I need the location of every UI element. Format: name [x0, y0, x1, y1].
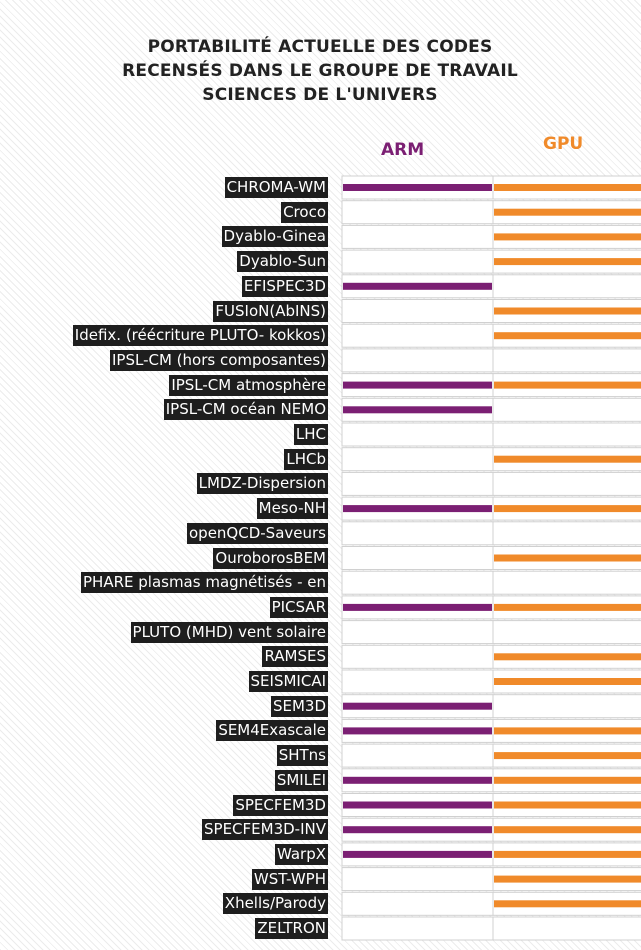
cell-arm-ouroborosbem [342, 547, 493, 570]
bar-arm-chroma-wm [343, 184, 492, 191]
bar-gpu-smilei [494, 777, 641, 784]
cell-arm-wst-wph [342, 868, 493, 891]
cell-arm-lhc [342, 423, 493, 446]
row-label-phare-plasmas-magn-tis-s-en: PHARE plasmas magnétisés - en [81, 572, 328, 593]
row-label-openqcd-saveurs: openQCD-Saveurs [187, 523, 328, 544]
cell-gpu-openqcd-saveurs [493, 522, 641, 545]
cell-arm-xhells-parody [342, 892, 493, 915]
bar-gpu-xhells-parody [494, 900, 641, 907]
bar-arm-picsar [343, 604, 492, 611]
bar-arm-ipsl-cm-atmosph-re [343, 382, 492, 389]
cell-gpu-pluto-mhd-vent-solaire [493, 621, 641, 644]
cell-arm-shtns [342, 744, 493, 767]
cell-arm-lmdz-dispersion [342, 472, 493, 495]
row-label-lmdz-dispersion: LMDZ-Dispersion [197, 473, 328, 494]
row-label-shtns: SHTns [277, 745, 328, 766]
bar-gpu-chroma-wm [494, 184, 641, 191]
bar-gpu-ramses [494, 653, 641, 660]
row-label-chroma-wm: CHROMA-WM [225, 177, 328, 198]
row-label-pluto-mhd-vent-solaire: PLUTO (MHD) vent solaire [131, 622, 328, 643]
row-label-lhc: LHC [294, 424, 328, 445]
bar-gpu-meso-nh [494, 505, 641, 512]
row-label-seismicai: SEISMICAI [249, 671, 328, 692]
bar-arm-ipsl-cm-oc-an-nemo [343, 406, 492, 413]
row-label-warpx: WarpX [275, 844, 328, 865]
row-label-fusion-abins: FUSIoN(AbINS) [213, 301, 328, 322]
bar-arm-sem4exascale [343, 727, 492, 734]
bar-arm-meso-nh [343, 505, 492, 512]
row-label-xhells-parody: Xhells/Parody [223, 893, 328, 914]
bar-arm-specfem3d-inv [343, 826, 492, 833]
bar-arm-warpx [343, 851, 492, 858]
cell-arm-dyablo-sun [342, 250, 493, 273]
row-label-smilei: SMILEI [275, 770, 328, 791]
bar-gpu-shtns [494, 752, 641, 759]
bar-arm-sem3d [343, 703, 492, 710]
cell-arm-zeltron [342, 917, 493, 940]
bar-gpu-ouroborosbem [494, 555, 641, 562]
row-label-sem4exascale: SEM4Exascale [216, 720, 328, 741]
row-label-ipsl-cm-atmosph-re: IPSL-CM atmosphère [169, 375, 328, 396]
cell-arm-ramses [342, 645, 493, 668]
cell-arm-seismicai [342, 670, 493, 693]
cell-gpu-ipsl-cm-oc-an-nemo [493, 398, 641, 421]
bar-gpu-dyablo-sun [494, 258, 641, 265]
cell-arm-dyablo-ginea [342, 225, 493, 248]
cell-gpu-efispec3d [493, 275, 641, 298]
bar-gpu-specfem3d [494, 802, 641, 809]
row-label-lhcb: LHCb [284, 449, 328, 470]
row-label-ramses: RAMSES [262, 646, 328, 667]
row-label-wst-wph: WST-WPH [252, 869, 328, 890]
cell-gpu-lhc [493, 423, 641, 446]
bar-gpu-seismicai [494, 678, 641, 685]
cell-arm-pluto-mhd-vent-solaire [342, 621, 493, 644]
cell-gpu-zeltron [493, 917, 641, 940]
cell-arm-openqcd-saveurs [342, 522, 493, 545]
row-label-idefix-r-criture-pluto-kokkos: Idefix. (réécriture PLUTO- kokkos) [73, 325, 328, 346]
row-label-specfem3d-inv: SPECFEM3D-INV [202, 819, 328, 840]
row-label-sem3d: SEM3D [271, 696, 328, 717]
row-label-efispec3d: EFISPEC3D [242, 276, 328, 297]
row-label-specfem3d: SPECFEM3D [233, 795, 328, 816]
row-label-dyablo-sun: Dyablo-Sun [237, 251, 328, 272]
row-label-ipsl-cm-hors-composantes: IPSL-CM (hors composantes) [110, 350, 328, 371]
cell-arm-lhcb [342, 448, 493, 471]
bar-gpu-sem4exascale [494, 727, 641, 734]
cell-gpu-phare-plasmas-magn-tis-s-en [493, 571, 641, 594]
cell-arm-fusion-abins [342, 300, 493, 323]
bar-gpu-dyablo-ginea [494, 233, 641, 240]
bar-gpu-lhcb [494, 456, 641, 463]
bar-gpu-specfem3d-inv [494, 826, 641, 833]
cell-arm-phare-plasmas-magn-tis-s-en [342, 571, 493, 594]
bar-gpu-wst-wph [494, 876, 641, 883]
bar-gpu-ipsl-cm-atmosph-re [494, 382, 641, 389]
bar-gpu-croco [494, 209, 641, 216]
cell-gpu-lmdz-dispersion [493, 472, 641, 495]
row-label-picsar: PICSAR [270, 597, 328, 618]
row-label-ouroborosbem: OuroborosBEM [213, 548, 328, 569]
row-label-meso-nh: Meso-NH [257, 498, 328, 519]
bar-gpu-fusion-abins [494, 308, 641, 315]
cell-gpu-sem3d [493, 695, 641, 718]
cell-arm-croco [342, 201, 493, 224]
row-label-croco: Croco [281, 202, 328, 223]
bar-arm-specfem3d [343, 802, 492, 809]
cell-arm-ipsl-cm-hors-composantes [342, 349, 493, 372]
row-label-zeltron: ZELTRON [255, 918, 328, 939]
row-label-ipsl-cm-oc-an-nemo: IPSL-CM océan NEMO [164, 399, 328, 420]
bar-gpu-picsar [494, 604, 641, 611]
bar-gpu-warpx [494, 851, 641, 858]
cell-gpu-ipsl-cm-hors-composantes [493, 349, 641, 372]
row-label-dyablo-ginea: Dyablo-Ginea [222, 226, 328, 247]
bar-arm-smilei [343, 777, 492, 784]
bar-arm-efispec3d [343, 283, 492, 290]
cell-arm-idefix-r-criture-pluto-kokkos [342, 324, 493, 347]
bar-gpu-idefix-r-criture-pluto-kokkos [494, 332, 641, 339]
